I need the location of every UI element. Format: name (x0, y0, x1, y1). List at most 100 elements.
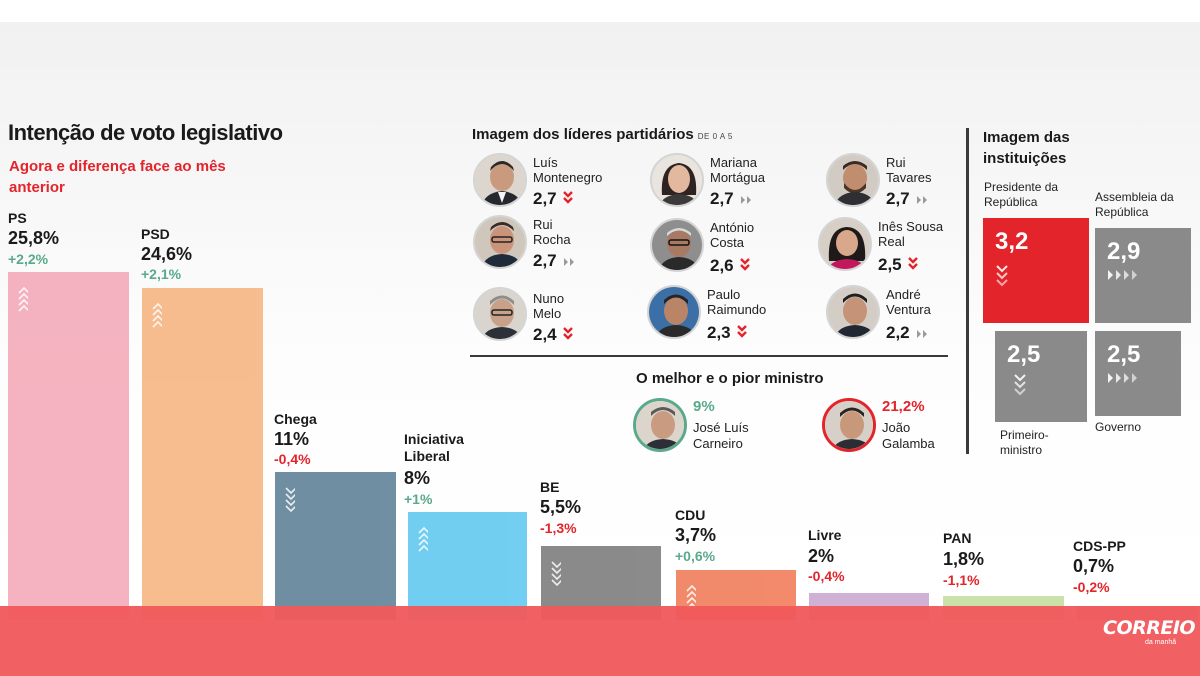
leader-score-value: 2,7 (710, 189, 734, 208)
party-label-psd: PSD (141, 226, 170, 242)
minister-best-pct: 9% (693, 398, 715, 415)
party-label-livre: Livre (808, 527, 842, 543)
party-diff-pan: -1,1% (943, 572, 980, 588)
portrait-rocha (475, 217, 525, 267)
inst-value-ar: 2,9 (1107, 238, 1141, 265)
portrait-ventura (828, 287, 878, 337)
leader-name: António Costa (710, 220, 755, 250)
leader-score: 2,7 (533, 251, 577, 272)
portrait-tavares (828, 155, 878, 205)
portrait-galamba (825, 401, 873, 449)
party-value-psd: 24,6% (141, 244, 193, 264)
leader-score: 2,4 (533, 325, 573, 346)
party-value-ps: 25,8% (8, 228, 60, 248)
minister-worst-name: João Galamba (882, 420, 935, 451)
avatar-real (818, 217, 872, 271)
portrait-raimundo (649, 287, 699, 337)
party-diff-il: +1% (404, 491, 433, 507)
party-label-pan: PAN (943, 530, 972, 546)
footer-band (0, 606, 1200, 676)
party-value-cdu: 3,7% (675, 525, 717, 545)
inst-box-pr: 3,2 (983, 218, 1089, 323)
leader-score-value: 2,2 (886, 323, 910, 342)
avatar-rocha (473, 215, 527, 269)
leader-name: André Ventura (886, 287, 931, 317)
leader-score: 2,2 (886, 323, 930, 344)
leader-name: Nuno Melo (533, 291, 565, 321)
brand-logo[interactable]: CORREIO da manhã (1103, 617, 1196, 653)
trend-down-icon (562, 190, 573, 210)
leader-name: Mariana Mortágua (710, 155, 765, 185)
chart-subtitle: Agora e diferença face ao mês anterior (9, 158, 226, 196)
trend-down-icon (551, 561, 561, 586)
avatar-tavares (826, 153, 880, 207)
party-label-cds: CDS-PP (1073, 538, 1126, 554)
minister-worst-pct: 21,2% (882, 398, 925, 415)
party-label-ps: PS (8, 210, 27, 226)
inst-box-gov: 2,5 (1095, 331, 1181, 416)
party-label-be: BE (540, 479, 560, 495)
party-value-pan: 1,8% (943, 549, 985, 569)
trend-down-icon (907, 256, 918, 276)
leader-score-value: 2,6 (710, 256, 734, 275)
leader-montenegro: Luís Montenegro 2,7 (473, 153, 643, 213)
leader-real: Inês Sousa Real 2,5 (818, 217, 988, 277)
portrait-costa (652, 220, 702, 270)
leaders-title: Imagem dos líderes partidários DE 0 A 5 (472, 126, 733, 143)
party-value-il: 8% (404, 468, 431, 488)
leader-score-value: 2,7 (533, 189, 557, 208)
inst-box-pm: 2,5 (995, 331, 1087, 422)
bar-psd (142, 288, 263, 620)
avatar-galamba (822, 398, 876, 452)
brand-sub: da manhã (1145, 639, 1177, 646)
leader-raimundo: Paulo Raimundo 2,3 (647, 285, 817, 345)
party-label-chega: Chega (274, 411, 317, 427)
party-diff-cds: -0,2% (1073, 579, 1110, 595)
leader-name: Inês Sousa Real (878, 219, 944, 249)
party-diff-psd: +2,1% (141, 266, 182, 282)
inst-label-pm: Primeiro-ministro (1000, 428, 1049, 457)
ministers-title: O melhor e o pior ministro (636, 370, 824, 387)
inst-value-gov: 2,5 (1107, 341, 1141, 368)
trend-same-icon (1107, 268, 1141, 286)
portrait-melo (475, 289, 525, 339)
top-band (0, 0, 1200, 22)
leaders-divider (470, 355, 948, 357)
leader-costa: António Costa 2,6 (650, 218, 820, 278)
avatar-costa (650, 218, 704, 272)
party-diff-cdu: +0,6% (675, 548, 716, 564)
leader-score: 2,3 (707, 323, 747, 344)
party-diff-livre: -0,4% (808, 568, 845, 584)
avatar-mortagua (650, 153, 704, 207)
trend-down-icon (562, 326, 573, 346)
leader-name: Rui Tavares (886, 155, 932, 185)
leader-score-value: 2,7 (533, 251, 557, 270)
brand-name: CORREIO (1103, 617, 1196, 639)
party-label-cdu: CDU (675, 507, 706, 523)
inst-label-pr: Presidente da República (984, 180, 1059, 209)
leader-melo: Nuno Melo 2,4 (473, 287, 643, 347)
avatar-melo (473, 287, 527, 341)
leader-score: 2,6 (710, 256, 750, 277)
leader-score: 2,7 (886, 189, 930, 210)
trend-up-icon (686, 584, 696, 610)
trend-down-icon (285, 487, 295, 512)
leader-score-value: 2,7 (886, 189, 910, 208)
party-value-livre: 2% (808, 546, 835, 566)
trend-up-icon (418, 526, 428, 552)
trend-same-icon (1107, 371, 1141, 389)
avatar-raimundo (647, 285, 701, 339)
trend-up-icon (152, 303, 162, 328)
leader-score-value: 2,5 (878, 255, 902, 274)
trend-same-icon (916, 324, 930, 344)
trend-down-icon (736, 324, 747, 344)
leader-score: 2,7 (710, 189, 754, 210)
trend-down-icon (995, 264, 1009, 299)
leader-mortagua: Mariana Mortágua 2,7 (650, 153, 820, 213)
trend-same-icon (916, 190, 930, 210)
trend-down-icon (739, 257, 750, 277)
portrait-carneiro (636, 401, 684, 449)
inst-box-ar: 2,9 (1095, 228, 1191, 323)
bar-chega (275, 471, 396, 620)
institutions-divider (966, 128, 969, 454)
